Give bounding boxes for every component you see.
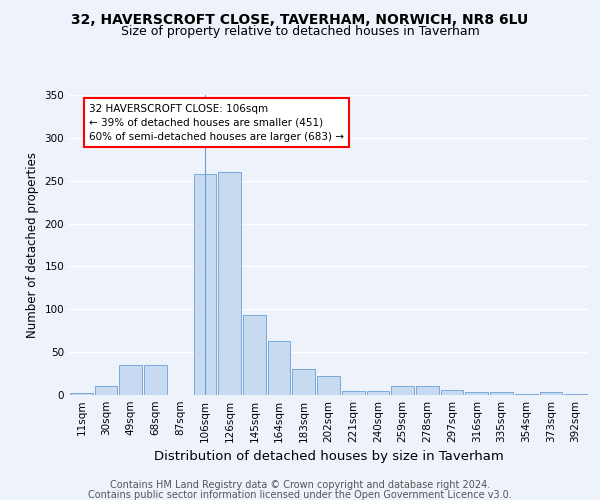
Text: Size of property relative to detached houses in Taverham: Size of property relative to detached ho… (121, 25, 479, 38)
Bar (367, 390, 389, 395)
Y-axis label: Number of detached properties: Number of detached properties (26, 152, 39, 338)
Bar (218, 172, 241, 395)
Bar (119, 365, 142, 395)
Bar (144, 365, 167, 395)
Bar (490, 392, 513, 395)
Bar (95, 386, 118, 395)
Text: 32, HAVERSCROFT CLOSE, TAVERHAM, NORWICH, NR8 6LU: 32, HAVERSCROFT CLOSE, TAVERHAM, NORWICH… (71, 12, 529, 26)
Bar (292, 370, 315, 395)
Bar (539, 392, 562, 395)
Bar (515, 394, 538, 395)
Bar (317, 376, 340, 395)
Bar (416, 386, 439, 395)
Bar (194, 174, 216, 395)
Bar (342, 390, 365, 395)
Bar (243, 316, 266, 395)
Bar (466, 392, 488, 395)
Bar (391, 386, 414, 395)
Text: Contains public sector information licensed under the Open Government Licence v3: Contains public sector information licen… (88, 490, 512, 500)
Bar (268, 341, 290, 395)
Bar (564, 394, 587, 395)
Bar (441, 390, 463, 395)
Text: 32 HAVERSCROFT CLOSE: 106sqm
← 39% of detached houses are smaller (451)
60% of s: 32 HAVERSCROFT CLOSE: 106sqm ← 39% of de… (89, 104, 344, 142)
Bar (70, 394, 93, 395)
Text: Contains HM Land Registry data © Crown copyright and database right 2024.: Contains HM Land Registry data © Crown c… (110, 480, 490, 490)
X-axis label: Distribution of detached houses by size in Taverham: Distribution of detached houses by size … (154, 450, 503, 464)
